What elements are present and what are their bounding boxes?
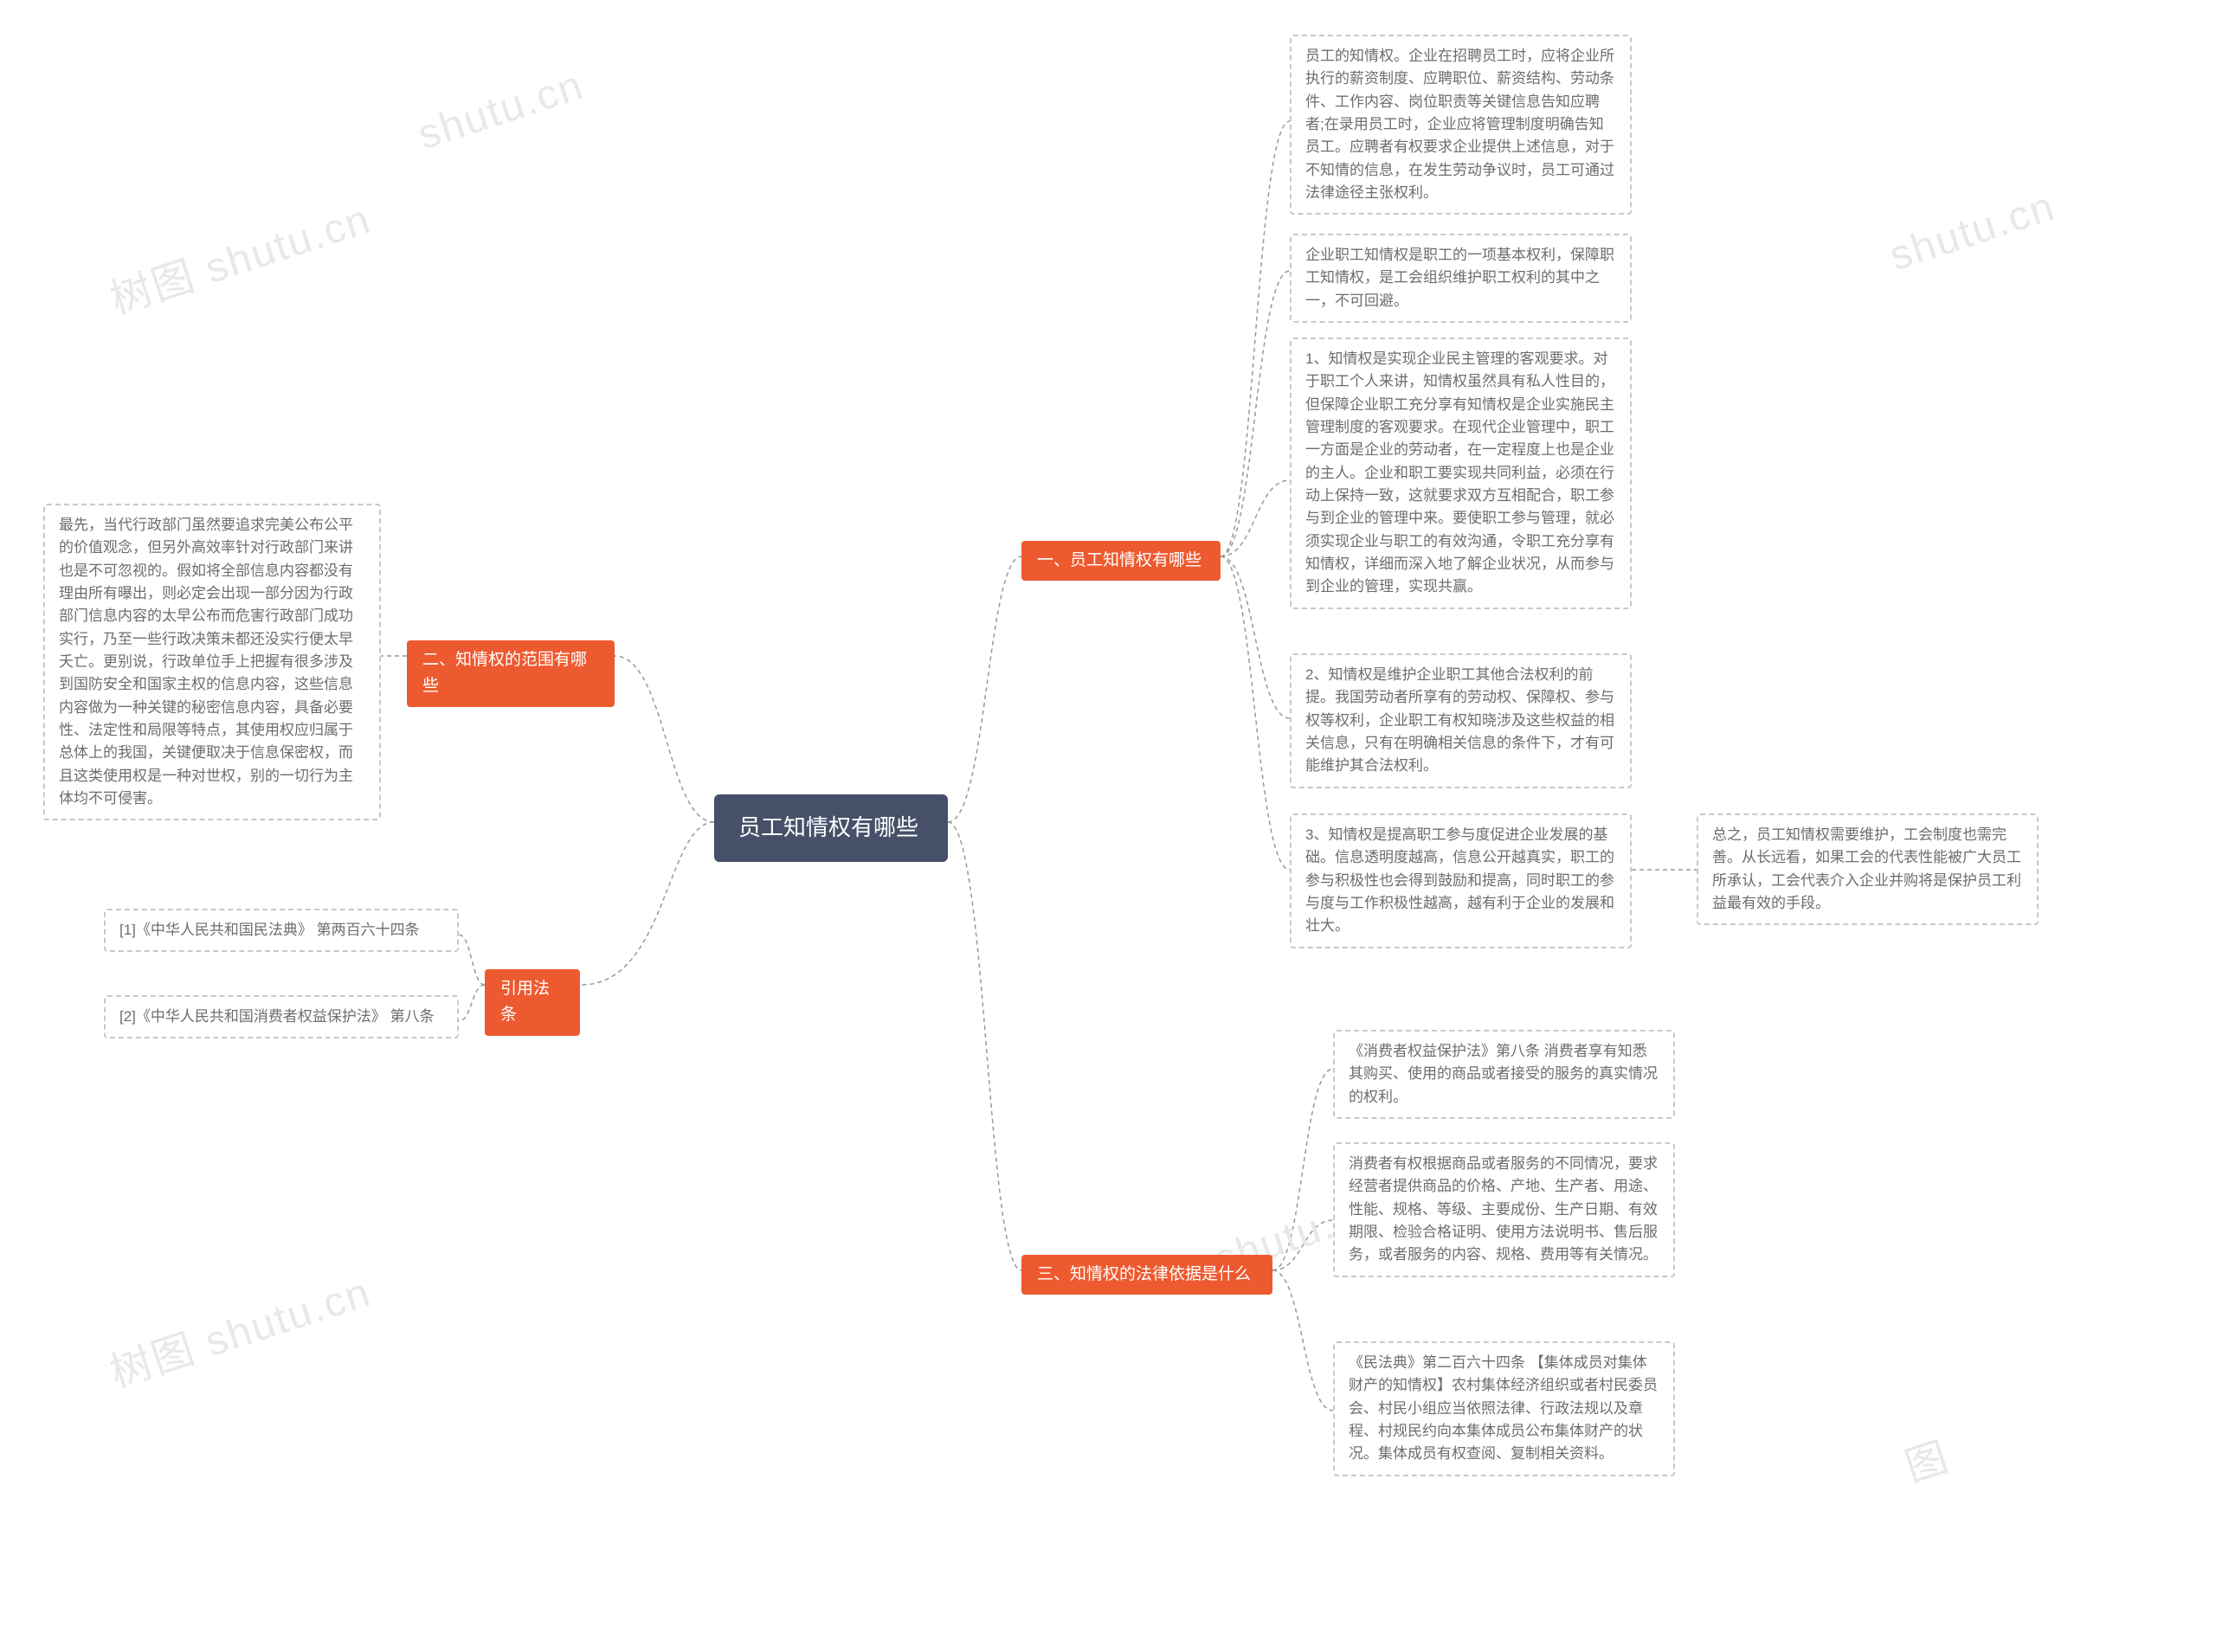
leaf-node: 《民法典》第二百六十四条 【集体成员对集体财产的知情权】农村集体经济组织或者村民… <box>1333 1341 1675 1476</box>
connector-line <box>1272 1270 1333 1411</box>
connector-line <box>1272 1220 1333 1270</box>
branch-node: 二、知情权的范围有哪些 <box>407 640 615 707</box>
root-node: 员工知情权有哪些 <box>714 794 948 862</box>
connector-line <box>948 556 1021 822</box>
leaf-node: [1]《中华人民共和国民法典》 第两百六十四条 <box>104 909 459 952</box>
watermark: 树图 shutu.cn <box>101 1257 377 1398</box>
connector-line <box>1272 1069 1333 1270</box>
branch-node: 一、员工知情权有哪些 <box>1021 541 1221 581</box>
connector-line <box>459 985 485 1021</box>
leaf-node: 最先，当代行政部门虽然要追求完美公布公平的价值观念，但另外高效率针对行政部门来讲… <box>43 504 381 820</box>
connector-line <box>1221 556 1290 870</box>
connector-line <box>459 935 485 985</box>
leaf-node: 3、知情权是提高职工参与度促进企业发展的基础。信息透明度越高，信息公开越真实，职… <box>1290 813 1632 948</box>
leaf-node: 《消费者权益保护法》第八条 消费者享有知悉其购买、使用的商品或者接受的服务的真实… <box>1333 1030 1675 1119</box>
connector-line <box>1221 121 1290 556</box>
branch-node: 三、知情权的法律依据是什么 <box>1021 1255 1272 1295</box>
branch-node: 引用法条 <box>485 969 580 1036</box>
connector-line <box>1221 556 1290 718</box>
watermark: 树图 shutu.cn <box>101 184 377 325</box>
watermark: shutu.cn <box>1884 183 2061 280</box>
connector-line <box>1221 271 1290 556</box>
leaf-node: 员工的知情权。企业在招聘员工时，应将企业所执行的薪资制度、应聘职位、薪资结构、劳… <box>1290 35 1632 215</box>
watermark: 图 <box>1896 1423 1955 1494</box>
leaf-node: 消费者有权根据商品或者服务的不同情况，要求经营者提供商品的价格、产地、生产者、用… <box>1333 1142 1675 1277</box>
leaf-node: [2]《中华人民共和国消费者权益保护法》 第八条 <box>104 995 459 1038</box>
connector-line <box>615 656 714 822</box>
leaf-node: 企业职工知情权是职工的一项基本权利，保障职工知情权，是工会组织维护职工权利的其中… <box>1290 234 1632 323</box>
watermark: shutu.cn <box>412 61 589 159</box>
connector-line <box>948 822 1021 1270</box>
leaf-node: 2、知情权是维护企业职工其他合法权利的前提。我国劳动者所享有的劳动权、保障权、参… <box>1290 653 1632 788</box>
leaf-node: 总之，员工知情权需要维护，工会制度也需完善。从长远看，如果工会的代表性能被广大员… <box>1697 813 2039 925</box>
connector-line <box>582 822 714 985</box>
connector-line <box>1221 480 1290 556</box>
leaf-node: 1、知情权是实现企业民主管理的客观要求。对于职工个人来讲，知情权虽然具有私人性目… <box>1290 337 1632 609</box>
